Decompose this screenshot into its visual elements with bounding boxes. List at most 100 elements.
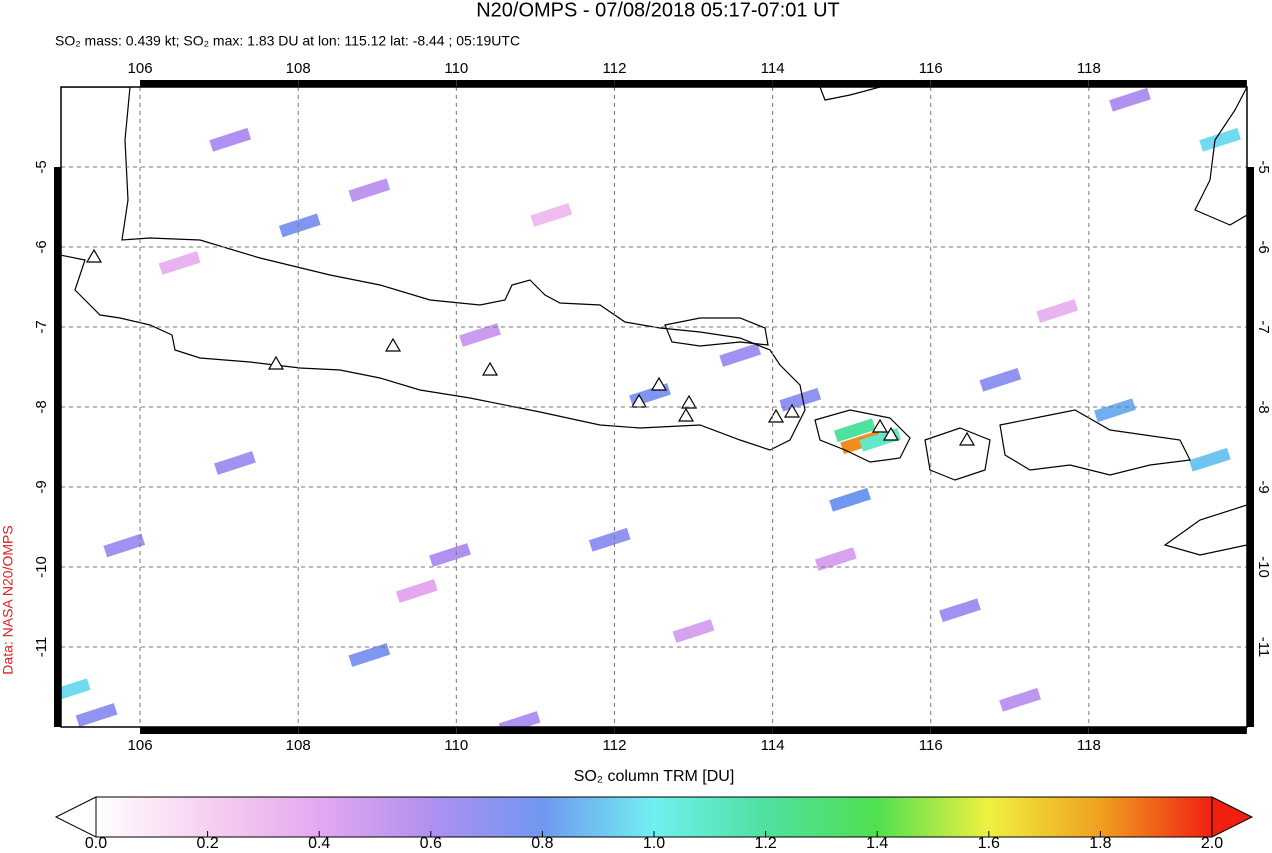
y-tick-bar [54,327,61,407]
so2-pixel [829,487,871,512]
y-tick-label-left: -11 [33,637,50,658]
y-tick-bar [1247,647,1254,727]
so2-pixel [530,203,573,227]
coast-java [61,87,806,451]
colorbar-label: SO₂ column TRM [DU] [574,768,735,785]
y-tick-label-left: -5 [33,160,50,173]
x-tick-label-bottom: 114 [761,737,785,754]
x-tick-bar [772,727,931,734]
y-tick-label-right: -11 [1255,637,1272,658]
y-tick-label-right: -6 [1255,240,1272,253]
x-tick-bar [614,727,773,734]
y-tick-bar [54,167,61,247]
x-tick-label-bottom: 110 [444,737,468,754]
y-tick-bar [54,247,61,327]
coast-sumbawa [999,409,1191,476]
coast-sulawesi [1194,87,1247,226]
so2-pixel [348,178,391,203]
volcano [85,248,103,263]
so2-pixel [459,323,501,347]
so2-pixel [278,213,321,238]
y-tick-label-right: -9 [1255,480,1272,493]
so2-pixel [814,547,857,571]
volcano [677,407,695,422]
y-tick-bar [54,567,61,647]
so2-pixel [672,619,715,643]
so2-pixel [75,703,118,727]
colorbar-tick-label: 1.2 [754,835,776,852]
colorbar-under-arrow [54,796,97,838]
so2-pixel [979,367,1022,392]
y-tick-label-left: -9 [33,480,50,493]
so2-pixel [1036,299,1079,323]
volcano [783,403,801,418]
x-tick-label-bottom: 106 [128,737,153,754]
subtitle: SO₂ mass: 0.439 kt; SO₂ max: 1.83 DU at … [55,33,520,49]
volcano [871,418,889,433]
y-tick-bar [1247,407,1254,487]
credit: Data: NASA N20/OMPS [0,525,16,674]
x-tick-label-bottom: 116 [919,737,943,754]
x-tick-bar [140,80,299,87]
colorbar-over-arrow [1211,796,1254,838]
volcano [882,426,900,441]
x-tick-label-top: 110 [444,60,468,77]
so2-pixel [1109,87,1151,112]
so2-pixel [1188,447,1231,472]
y-tick-label-left: -8 [33,400,50,413]
x-tick-bar [772,80,931,87]
y-tick-bar [54,647,61,727]
x-tick-bar [930,80,1089,87]
coast-bali [814,409,911,463]
y-tick-label-left: -10 [33,556,50,578]
colorbar-tick-label: 0.2 [196,835,218,852]
volcano [680,394,698,409]
y-tick-bar [1247,327,1254,407]
colorbar-tick-label: 1.0 [643,835,665,852]
y-tick-bar [1247,567,1254,647]
volcano [650,376,668,391]
x-tick-bar [140,727,299,734]
colorbar-tick-label: 0.6 [420,835,442,852]
x-tick-label-top: 118 [1077,60,1101,77]
so2-pixel [209,127,252,152]
x-tick-bar [456,727,615,734]
so2-pixel [214,451,256,475]
x-tick-bar [1088,80,1247,87]
colorbar-tick-label: 0.4 [308,835,330,852]
so2-pixel [348,643,391,667]
coast-lombok [924,427,991,481]
x-tick-bar [298,80,457,87]
so2-pixel [498,711,541,727]
y-tick-label-left: -6 [33,240,50,253]
y-tick-bar [1247,167,1254,247]
so2-pixel [61,678,91,703]
volcano [767,408,785,423]
y-tick-label-right: -8 [1255,400,1272,413]
x-tick-label-top: 108 [286,60,311,77]
x-tick-label-bottom: 112 [603,737,627,754]
colorbar-tick-label: 0.0 [85,835,107,852]
so2-pixel [939,598,981,623]
x-tick-bar [456,80,615,87]
coast-sumba [1163,504,1247,556]
so2-pixel [588,527,631,552]
so2-pixel [1094,398,1136,423]
x-tick-label-top: 112 [603,60,627,77]
x-tick-bar [1088,727,1247,734]
x-tick-bar [298,727,457,734]
x-tick-label-top: 114 [761,60,785,77]
volcanoes [85,248,976,446]
so2-pixel [158,251,201,275]
x-tick-label-top: 106 [128,60,153,77]
x-tick-label-bottom: 118 [1077,737,1101,754]
so2-pixel [999,687,1041,712]
so2-pixel [395,579,438,603]
volcano [384,337,402,352]
title: N20/OMPS - 07/08/2018 05:17-07:01 UT [476,0,840,21]
volcano [958,431,976,446]
y-tick-label-right: -5 [1255,160,1272,173]
y-tick-bar [1247,247,1254,327]
so2-pixel [103,533,146,558]
